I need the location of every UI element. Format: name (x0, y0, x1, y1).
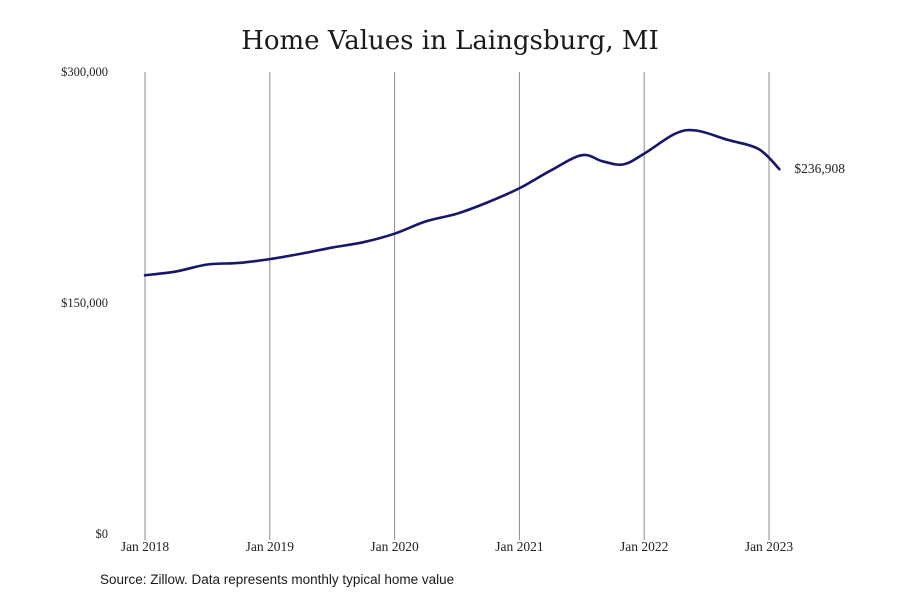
y-tick-label: $300,000 (61, 65, 108, 79)
x-tick-label: Jan 2018 (121, 539, 170, 554)
source-note: Source: Zillow. Data represents monthly … (100, 572, 455, 587)
y-tick-label: $0 (96, 527, 109, 541)
chart-title: Home Values in Laingsburg, MI (241, 26, 659, 56)
y-tick-label: $150,000 (61, 296, 108, 310)
x-tick-label: Jan 2022 (620, 539, 668, 554)
x-tick-label: Jan 2019 (246, 539, 295, 554)
x-tick-label: Jan 2020 (370, 539, 419, 554)
x-tick-label: Jan 2021 (495, 539, 543, 554)
x-tick-label: Jan 2023 (745, 539, 794, 554)
last-value-label: $236,908 (794, 161, 845, 176)
home-value-line (143, 128, 781, 277)
